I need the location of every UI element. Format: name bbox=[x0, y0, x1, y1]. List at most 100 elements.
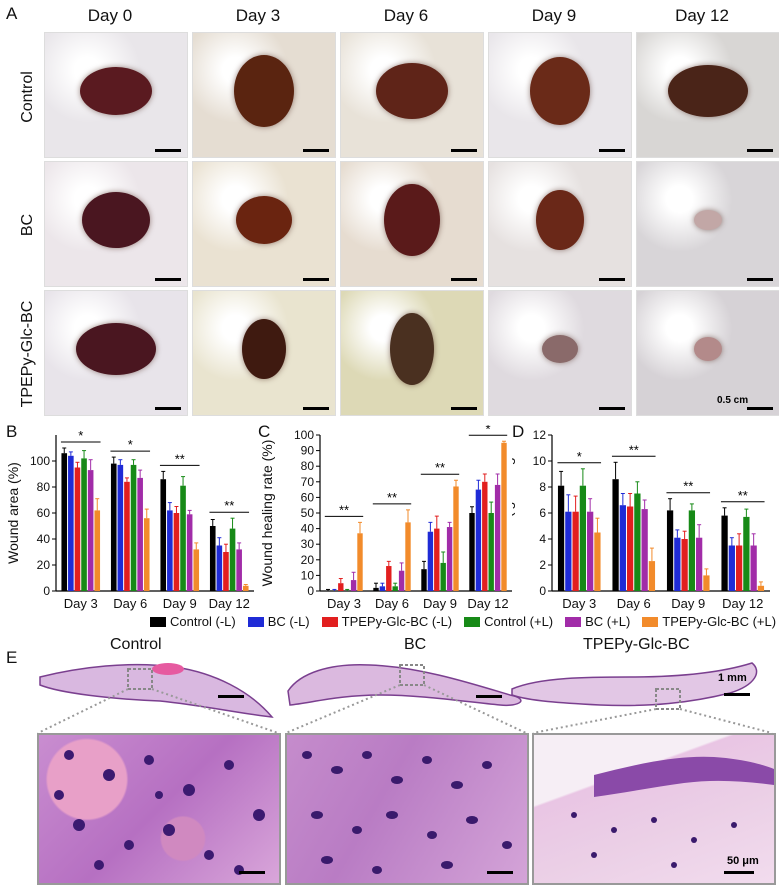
cell-nuclei bbox=[302, 751, 513, 874]
wound-photo bbox=[192, 161, 336, 287]
significance-label: ** bbox=[683, 479, 693, 494]
bar bbox=[143, 518, 150, 591]
bar bbox=[180, 485, 186, 591]
x-tick-label: Day 12 bbox=[209, 596, 250, 611]
bar bbox=[392, 586, 398, 591]
bar bbox=[94, 510, 101, 591]
legend-item: Control (+L) bbox=[464, 614, 553, 629]
panel-label-c: C bbox=[258, 422, 271, 441]
significance-label: ** bbox=[629, 442, 639, 457]
row-label-tpepy: TPEPy-Glc-BC bbox=[19, 300, 36, 408]
y-tick-label: 10 bbox=[301, 568, 315, 582]
bar bbox=[494, 484, 501, 591]
y-tick-label: 80 bbox=[301, 459, 315, 473]
scale-bar-um-tpepy bbox=[724, 871, 754, 874]
wound bbox=[390, 313, 434, 385]
bar bbox=[735, 545, 743, 591]
x-tick-label: Day 12 bbox=[722, 596, 763, 611]
panel-label-d: D bbox=[512, 422, 525, 441]
wound bbox=[668, 65, 748, 117]
tissue-sections bbox=[37, 662, 773, 734]
y-tick-label: 40 bbox=[37, 532, 51, 546]
significance-label: * bbox=[128, 437, 133, 452]
significance-label: ** bbox=[175, 451, 185, 466]
bar bbox=[173, 513, 180, 591]
y-axis-label: Wound area (%) bbox=[5, 462, 21, 564]
roi-box-bc bbox=[399, 664, 425, 686]
histo-title-tpepy: TPEPy-Glc-BC bbox=[583, 636, 690, 653]
y-tick-label: 40 bbox=[301, 522, 315, 536]
row-label-control: Control bbox=[19, 71, 36, 123]
bar bbox=[236, 549, 242, 591]
x-tick-label: Day 9 bbox=[163, 596, 197, 611]
bar bbox=[572, 511, 579, 591]
x-tick-label: Day 9 bbox=[423, 596, 457, 611]
bar bbox=[160, 479, 167, 591]
bar bbox=[379, 586, 386, 591]
legend-swatch bbox=[150, 616, 166, 627]
bar bbox=[405, 522, 411, 591]
bar bbox=[674, 537, 681, 591]
legend-label: Control (-L) bbox=[170, 614, 236, 629]
scale-bar-um-bc bbox=[487, 871, 513, 874]
scale-bar bbox=[747, 407, 773, 410]
bar bbox=[612, 479, 619, 591]
zoom-line bbox=[532, 708, 657, 734]
scale-bar-mm-tpepy bbox=[724, 693, 750, 696]
legend-item: Control (-L) bbox=[150, 614, 236, 629]
x-tick-label: Day 6 bbox=[113, 596, 147, 611]
significance-label: ** bbox=[339, 502, 349, 517]
wound-photo bbox=[488, 290, 632, 416]
bar bbox=[626, 506, 634, 591]
bar bbox=[229, 528, 236, 591]
y-tick-label: 12 bbox=[533, 428, 547, 442]
epidermis bbox=[594, 756, 774, 797]
y-tick-label: 20 bbox=[37, 558, 51, 572]
scale-bar bbox=[155, 278, 181, 281]
scale-bar-mm-bc bbox=[476, 695, 502, 698]
y-tick-label: 30 bbox=[301, 537, 315, 551]
bar bbox=[475, 489, 482, 591]
day-label-0: Day 0 bbox=[87, 6, 133, 25]
bar bbox=[750, 545, 757, 591]
bar bbox=[446, 527, 453, 591]
y-tick-label: 100 bbox=[294, 428, 314, 442]
zoom-line bbox=[679, 708, 773, 734]
wound bbox=[82, 192, 150, 248]
y-tick-label: 10 bbox=[533, 454, 547, 468]
legend-item: BC (-L) bbox=[247, 614, 310, 629]
scale-bar bbox=[747, 149, 773, 152]
legend-item: BC (+L) bbox=[565, 614, 630, 629]
y-axis-label: Wound healing rate (%) bbox=[259, 440, 275, 587]
wound bbox=[694, 210, 722, 230]
legend-swatch bbox=[565, 616, 582, 627]
significance-label: ** bbox=[435, 460, 445, 475]
scale-bar bbox=[599, 278, 625, 281]
wound bbox=[694, 337, 722, 361]
histology-bc bbox=[285, 733, 529, 885]
scale-bar bbox=[451, 407, 477, 410]
wound bbox=[376, 63, 448, 119]
scale-bar bbox=[599, 149, 625, 152]
scale-bar bbox=[155, 149, 181, 152]
significance-label: ** bbox=[224, 498, 234, 513]
scale-label-mm: 1 mm bbox=[718, 672, 747, 684]
bar bbox=[703, 575, 710, 591]
scale-bar bbox=[155, 407, 181, 410]
significance-label: ** bbox=[738, 488, 748, 503]
wound-photo bbox=[636, 290, 779, 416]
significance-label: * bbox=[577, 449, 582, 464]
wound-photo bbox=[192, 32, 336, 158]
bar bbox=[488, 513, 494, 591]
legend: Control (-L) BC (-L) TPEPy-Glc-BC (-L) C… bbox=[150, 614, 776, 629]
legend-label: TPEPy-Glc-BC (+L) bbox=[662, 614, 777, 629]
wound bbox=[542, 335, 578, 363]
day-label-12: Day 12 bbox=[675, 6, 729, 25]
bar bbox=[440, 562, 446, 591]
legend-swatch bbox=[464, 616, 481, 627]
zoom-line bbox=[37, 688, 129, 734]
day-label-9: Day 9 bbox=[531, 6, 577, 25]
scale-bar bbox=[451, 278, 477, 281]
x-tick-label: Day 3 bbox=[327, 596, 361, 611]
